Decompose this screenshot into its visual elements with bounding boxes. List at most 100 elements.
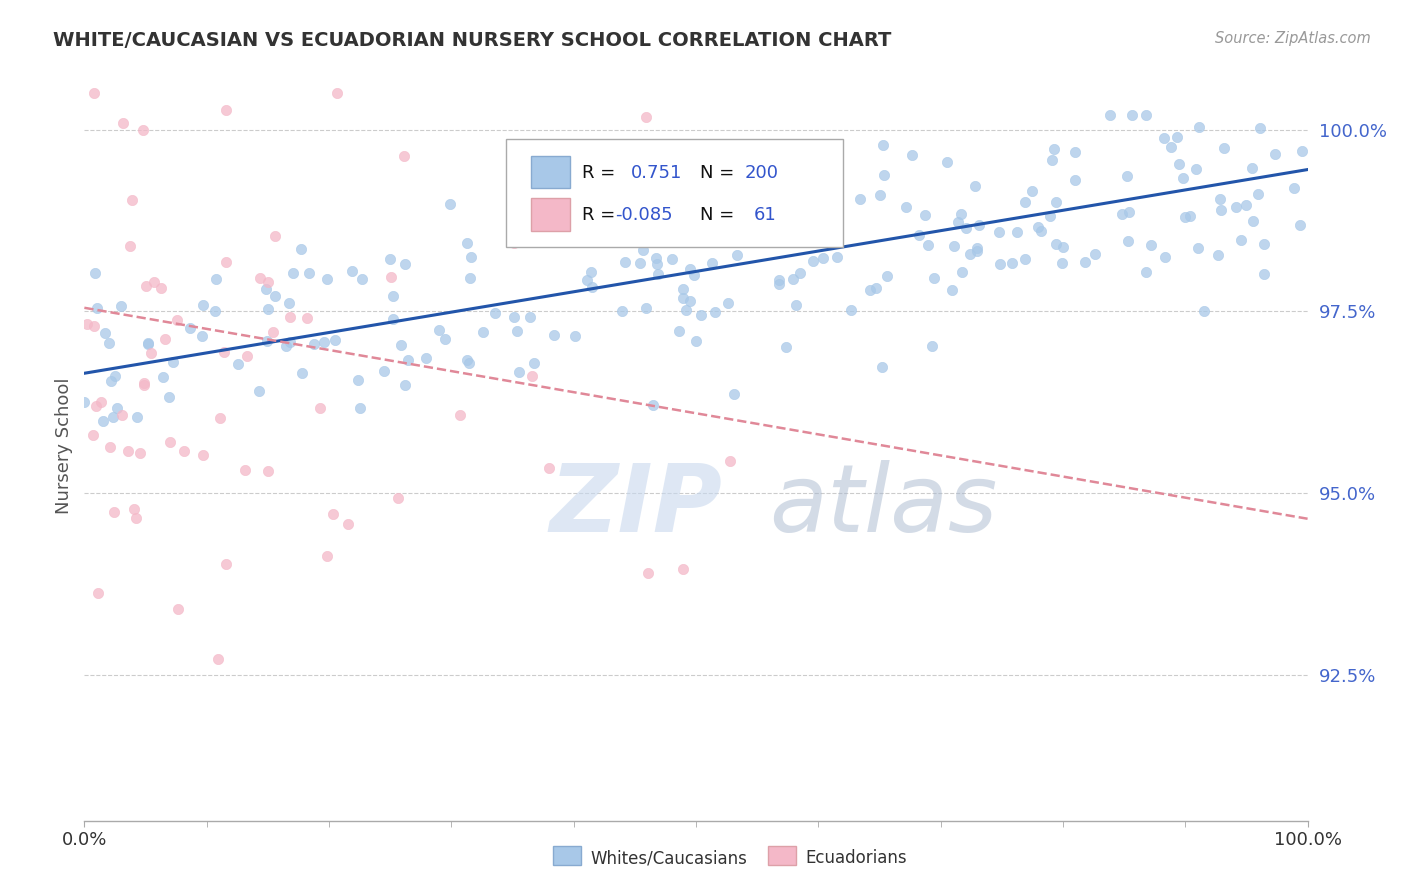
Point [645, 257, 668, 271]
Point [534, 229, 557, 244]
Point [1171, 171, 1194, 186]
Point [278, 296, 301, 310]
Point [538, 460, 561, 475]
Point [484, 306, 506, 320]
Point [449, 408, 471, 422]
Point [1168, 157, 1191, 171]
Point [811, 252, 834, 266]
Point [950, 265, 973, 279]
Text: R =: R = [582, 163, 616, 181]
Point [959, 246, 981, 260]
Point [965, 179, 987, 194]
Point [349, 401, 371, 415]
Point [1121, 108, 1143, 122]
Point [1021, 184, 1043, 198]
Text: ZIP: ZIP [550, 460, 723, 552]
Point [946, 215, 969, 229]
Point [610, 304, 633, 318]
Point [1166, 129, 1188, 144]
Point [1029, 224, 1052, 238]
Point [103, 368, 125, 383]
Point [1289, 218, 1312, 232]
Point [166, 601, 188, 615]
Point [263, 228, 285, 243]
Point [785, 297, 807, 311]
Point [387, 491, 409, 506]
Point [581, 279, 603, 293]
Point [112, 116, 135, 130]
Point [233, 463, 256, 477]
Text: N =: N = [700, 206, 734, 224]
Point [190, 329, 212, 343]
Point [278, 310, 301, 324]
Point [1001, 256, 1024, 270]
Point [208, 410, 231, 425]
Point [685, 334, 707, 348]
Point [1185, 161, 1208, 176]
Point [457, 356, 479, 370]
Point [207, 651, 229, 665]
Point [98, 336, 121, 351]
Point [103, 505, 125, 519]
Point [120, 238, 142, 252]
Point [725, 248, 748, 262]
Point [645, 251, 668, 265]
Point [215, 254, 238, 268]
Point [439, 196, 461, 211]
Point [873, 168, 896, 182]
Point [150, 281, 173, 295]
Point [204, 272, 226, 286]
Point [679, 294, 702, 309]
Point [226, 357, 249, 371]
Point [775, 340, 797, 354]
Point [672, 561, 695, 575]
Point [1039, 209, 1062, 223]
Point [821, 180, 844, 194]
Point [82, 428, 104, 442]
Point [869, 187, 891, 202]
Point [825, 250, 848, 264]
Point [105, 401, 128, 416]
Point [870, 360, 893, 375]
Bar [553, 846, 581, 865]
Point [914, 208, 936, 222]
Point [849, 192, 872, 206]
Point [530, 187, 553, 202]
Point [704, 224, 727, 238]
Point [1291, 144, 1313, 158]
Point [1052, 240, 1074, 254]
Point [132, 378, 155, 392]
Point [520, 369, 543, 384]
Point [1234, 197, 1257, 211]
Point [132, 376, 155, 390]
Point [543, 328, 565, 343]
Point [1211, 202, 1233, 217]
Point [1045, 236, 1067, 251]
Point [323, 333, 346, 347]
Point [396, 353, 419, 368]
Point [1188, 120, 1211, 135]
Point [1014, 194, 1036, 209]
Point [460, 250, 482, 264]
Point [162, 355, 184, 369]
Text: R =: R = [582, 206, 616, 224]
Point [1116, 234, 1139, 248]
Point [769, 192, 792, 206]
Point [921, 338, 943, 352]
Point [254, 283, 277, 297]
Point [1014, 252, 1036, 266]
Point [433, 332, 456, 346]
Point [941, 283, 963, 297]
Point [394, 378, 416, 392]
Point [139, 346, 162, 360]
Point [689, 308, 711, 322]
Point [256, 334, 278, 348]
Point [1040, 153, 1063, 168]
Point [103, 409, 125, 424]
Point [1284, 181, 1306, 195]
Text: 61: 61 [754, 206, 776, 224]
Point [859, 283, 882, 297]
Text: 0.751: 0.751 [631, 163, 682, 181]
Point [125, 511, 148, 525]
Point [166, 313, 188, 327]
